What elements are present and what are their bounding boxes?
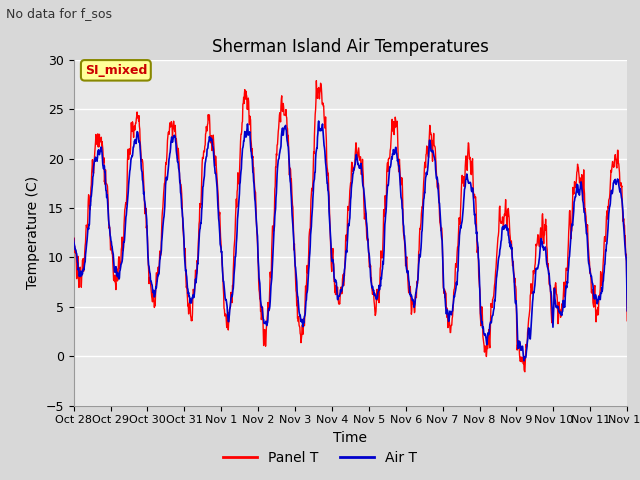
Title: Sherman Island Air Temperatures: Sherman Island Air Temperatures bbox=[212, 37, 489, 56]
Text: No data for f_sos: No data for f_sos bbox=[6, 7, 113, 20]
Legend: Panel T, Air T: Panel T, Air T bbox=[217, 445, 423, 471]
Text: SI_mixed: SI_mixed bbox=[84, 64, 147, 77]
Y-axis label: Temperature (C): Temperature (C) bbox=[26, 176, 40, 289]
X-axis label: Time: Time bbox=[333, 431, 367, 445]
